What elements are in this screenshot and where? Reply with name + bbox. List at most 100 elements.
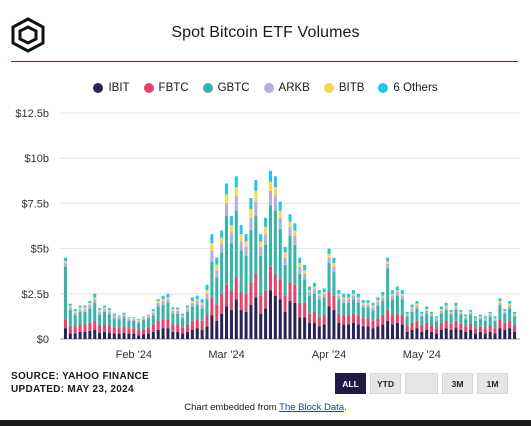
bar-segment-fbtc [312,311,316,323]
bar-segment-gbtc [395,295,399,314]
bar-segment-bitb [293,230,297,236]
bar-segment-gbtc [93,302,97,321]
bar-segment-bitb [220,237,224,244]
bar-segment-gbtc [264,244,268,291]
bar-stack [298,257,302,339]
bar-stack [454,302,458,339]
bar-segment-bitb [117,316,121,318]
bar-stack [361,300,365,339]
legend-item-ibit[interactable]: IBIT [93,82,130,94]
bar-stack [351,290,355,339]
bar-segment-fbtc [332,295,336,311]
bar-segment-arkb [68,307,72,311]
bar-segment-6-others [498,298,502,302]
bar-segment-fbtc [308,313,312,323]
bar-stack [317,290,321,339]
bar-segment-arkb [410,309,414,312]
bar-segment-6-others [137,319,141,321]
bar-segment-arkb [215,270,219,278]
legend-item-6-others[interactable]: 6 Others [378,82,438,94]
bar-segment-fbtc [459,323,463,330]
bar-segment-gbtc [308,295,312,314]
legend-item-arkb[interactable]: ARKB [263,82,310,94]
bar-segment-6-others [386,257,390,262]
bar-segment-arkb [327,257,331,264]
bar-segment-fbtc [185,324,189,332]
bar-segment-arkb [122,315,126,318]
embed-prefix: Chart embedded from [184,402,280,413]
y-tick-label: $2.5b [21,289,49,301]
source-line: SOURCE: YAHOO FINANCE [11,371,149,382]
legend-item-fbtc[interactable]: FBTC [143,82,189,94]
bar-segment-arkb [239,241,243,251]
bar-stack [503,309,507,339]
bar-segment-arkb [351,295,355,300]
bar-segment-arkb [73,312,77,316]
bar-stack [283,246,287,339]
legend-item-bitb[interactable]: BITB [323,82,364,94]
bar-segment-bitb [185,307,189,310]
bar-segment-arkb [473,319,478,321]
bar-segment-gbtc [200,308,204,321]
bar-segment-6-others [405,311,409,314]
bar-segment-gbtc [278,228,282,280]
bar-segment-6-others [151,309,155,311]
bar-segment-ibit [254,297,258,339]
bar-segment-ibit [391,324,395,339]
bar-segment-bitb [356,297,360,300]
bar-segment-fbtc [127,328,131,334]
bar-segment-6-others [220,230,224,238]
bar-segment-arkb [190,302,194,307]
bar-segment-gbtc [190,306,194,321]
bar-segment-fbtc [278,279,282,300]
range-selector: ALL YTD 3M 1M [335,373,508,394]
bar-segment-bitb [449,311,453,313]
bar-segment-arkb [254,201,258,217]
bar-segment-fbtc [493,328,497,334]
bar-segment-ibit [327,306,331,339]
bar-segment-6-others [434,316,438,319]
bar-segment-fbtc [205,315,209,327]
bar-segment-fbtc [503,322,507,330]
bar-segment-6-others [249,197,253,209]
legend-item-gbtc[interactable]: GBTC [202,82,250,94]
bar-segment-ibit [127,333,131,339]
bar-segment-ibit [215,320,219,339]
bar-segment-gbtc [449,314,453,324]
bar-segment-6-others [244,234,248,242]
bar-segment-gbtc [493,320,497,329]
bar-segment-ibit [78,331,82,339]
range-button-ytd[interactable]: YTD [370,373,401,394]
bar-segment-fbtc [415,320,419,329]
x-tick-label: May '24 [403,349,441,361]
bar-segment-ibit [132,333,136,339]
bar-stack [142,316,146,339]
bar-segment-6-others [361,300,365,303]
bar-segment-bitb [283,252,287,258]
bar-stack [473,316,478,339]
bar-segment-fbtc [444,320,448,329]
bar-segment-gbtc [332,272,336,296]
bar-stack [449,310,453,339]
bar-stack [308,286,312,339]
bar-segment-bitb [376,300,380,302]
range-button-3m[interactable]: 3M [442,373,473,394]
bar-stack [161,295,165,339]
range-button-blank[interactable] [405,373,438,394]
range-button-1m[interactable]: 1M [477,373,508,394]
the-block-data-link[interactable]: The Block Data [279,402,345,413]
bar-segment-ibit [454,328,458,339]
bar-segment-bitb [190,301,194,303]
bar-segment-gbtc [483,320,487,329]
bar-segment-6-others [444,302,448,306]
bar-stack [181,313,185,339]
bar-segment-arkb [322,293,326,298]
bar-chart: $0 $2.5b $5b $7.5b $10b $12.5b Feb '24 Mar '24 A… [15,108,520,361]
bar-segment-6-others [259,234,263,242]
bar-segment-arkb [137,320,141,323]
range-button-all[interactable]: ALL [335,373,366,394]
bar-stack [439,306,443,339]
bar-segment-bitb [513,313,517,315]
bar-segment-fbtc [469,323,473,330]
bar-segment-fbtc [132,328,136,334]
